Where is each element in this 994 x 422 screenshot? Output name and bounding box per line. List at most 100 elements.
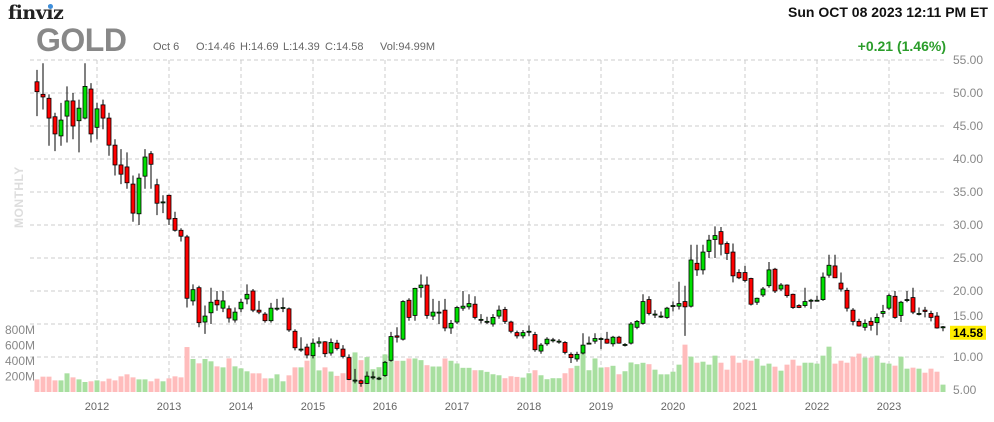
candle-body [190,289,196,302]
candle-body [628,323,634,344]
volume-bar [100,381,106,392]
volume-bar [778,370,784,392]
close-value: C:14.58 [325,41,364,53]
candle-body [256,309,262,313]
candles [34,63,946,387]
volume-bar [370,369,376,392]
candle-body [574,353,580,360]
candle-body [412,287,418,316]
candle-body [538,344,544,352]
candle-body [58,119,64,137]
volume-bar [742,359,748,392]
volume-bar [664,374,670,392]
candle-body [214,299,220,306]
volume-bar [634,364,640,392]
candle-body [850,309,856,322]
volume-bar [400,360,406,392]
candle-body [490,316,496,325]
volume-bar [424,365,430,392]
finviz-logo[interactable]: finviz [8,2,64,24]
candle-body [172,217,178,231]
y-tick-label: 5.00 [953,383,977,397]
candle-body [940,326,946,329]
candle-body [892,295,898,318]
volume-bar [460,367,466,392]
volume-bar [754,358,760,392]
x-tick-label: 2018 [517,401,541,413]
volume-bar [790,359,796,392]
candle-body [778,284,784,290]
volume-bar [718,362,724,392]
candle-body [238,301,244,310]
volume-bar [130,377,136,392]
volume-bar [898,356,904,392]
volume-bar [34,379,40,392]
volume-bar [58,380,64,392]
candle-body [562,342,568,353]
volume-bar [136,379,142,392]
candle-body [676,303,682,307]
candle-body [514,332,520,337]
volume-bar [538,375,544,392]
x-tick-label: 2021 [733,401,757,413]
candle-body [334,342,340,349]
candle-body [328,342,334,354]
candle-body [460,305,466,309]
volume-bar [628,362,634,392]
candle-body [346,357,352,380]
volume-bar [760,365,766,392]
candle-body [154,184,160,204]
volume-bar [448,360,454,392]
volume-bar [736,362,742,392]
x-tick-label: 2012 [85,401,109,413]
candle-body [520,332,526,337]
volume-bar [472,370,478,392]
volume-bar [874,355,880,392]
candle-body [862,322,868,328]
candle-body [622,344,628,346]
chart-datetime: Sun OCT 08 2023 12:11 PM ET [788,4,988,20]
volume-bar [106,378,112,392]
candle-body [700,251,706,271]
volume-bar [172,376,178,392]
candle-body [442,309,448,329]
volume-bar [616,374,622,392]
candle-body [160,201,166,204]
candle-body [394,335,400,338]
volume-bar [340,373,346,392]
candle-body [280,307,286,309]
candle-body [376,377,382,380]
volume-bar [814,363,820,392]
volume-bar [322,367,328,392]
volume-bar [562,373,568,392]
y-tick-label: 40.00 [953,152,983,166]
candle-body [274,307,280,310]
y-tick-label: 20.00 [953,284,983,298]
volume-bar [496,375,502,392]
volume-bar [934,371,940,392]
volume-bar [154,378,160,392]
volume-bar [526,373,532,392]
candle-body [586,342,592,345]
x-tick-label: 2023 [877,401,901,413]
volume-bar [148,381,154,392]
candle-body [880,311,886,314]
volume-bar [820,355,826,392]
candle-body [748,278,754,305]
candle-body [604,338,610,344]
volume-bar [490,374,496,392]
volume-bar [682,344,688,392]
candle-body [208,301,214,314]
volume-bar [598,367,604,392]
volume-bar [658,374,664,392]
candle-body [670,305,676,307]
candle-body [76,107,82,122]
candle-body [652,313,658,316]
candle-body [298,348,304,351]
candle-body [148,153,154,165]
volume-bar [670,371,676,392]
x-tick-label: 2022 [805,401,829,413]
x-tick-label: 2020 [661,401,685,413]
candle-body [352,379,358,382]
